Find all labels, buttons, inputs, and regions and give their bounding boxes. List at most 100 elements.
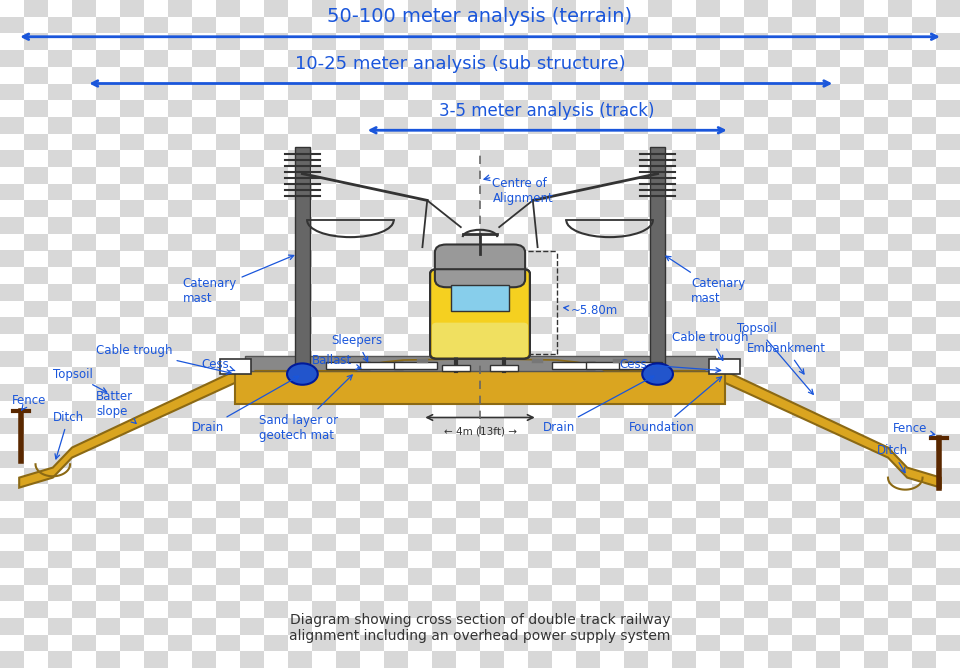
Bar bbox=[576, 117, 600, 134]
Bar bbox=[216, 635, 240, 651]
Bar bbox=[288, 551, 312, 568]
Bar bbox=[528, 418, 552, 434]
Bar bbox=[936, 468, 960, 484]
Bar bbox=[696, 468, 720, 484]
Bar bbox=[912, 117, 936, 134]
Bar bbox=[504, 367, 528, 384]
Bar bbox=[864, 618, 888, 635]
Bar bbox=[24, 33, 48, 50]
Bar bbox=[288, 418, 312, 434]
Bar bbox=[0, 250, 24, 267]
Bar bbox=[576, 518, 600, 534]
Bar bbox=[48, 150, 72, 167]
Bar bbox=[240, 584, 264, 601]
Bar bbox=[792, 67, 816, 84]
Bar bbox=[480, 184, 504, 200]
Bar bbox=[624, 117, 648, 134]
Bar bbox=[888, 234, 912, 250]
Bar bbox=[96, 17, 120, 33]
Bar bbox=[144, 17, 168, 33]
Bar bbox=[768, 84, 792, 100]
Bar bbox=[840, 601, 864, 618]
Bar bbox=[792, 534, 816, 551]
Bar bbox=[696, 501, 720, 518]
Bar bbox=[456, 635, 480, 651]
Bar bbox=[792, 100, 816, 117]
Bar bbox=[456, 367, 480, 384]
Bar bbox=[240, 351, 264, 367]
Bar bbox=[768, 651, 792, 668]
Bar bbox=[120, 267, 144, 284]
Bar bbox=[709, 359, 740, 374]
Bar bbox=[144, 584, 168, 601]
Bar bbox=[384, 250, 408, 267]
Bar bbox=[360, 568, 384, 584]
Bar bbox=[384, 150, 408, 167]
Text: Foundation: Foundation bbox=[629, 377, 722, 434]
Bar bbox=[384, 618, 408, 635]
Bar bbox=[936, 601, 960, 618]
Bar bbox=[0, 284, 24, 301]
Bar bbox=[792, 167, 816, 184]
Bar bbox=[936, 167, 960, 184]
Bar bbox=[192, 250, 216, 267]
Bar bbox=[912, 317, 936, 334]
Bar bbox=[648, 33, 672, 50]
Bar bbox=[600, 167, 624, 184]
Bar bbox=[240, 17, 264, 33]
Bar bbox=[240, 117, 264, 134]
Bar bbox=[768, 418, 792, 434]
Bar bbox=[48, 184, 72, 200]
Bar bbox=[288, 117, 312, 134]
Bar bbox=[840, 134, 864, 150]
Bar bbox=[696, 33, 720, 50]
Bar bbox=[672, 418, 696, 434]
Bar bbox=[48, 484, 72, 501]
Bar bbox=[336, 518, 360, 534]
Bar bbox=[24, 200, 48, 217]
Bar bbox=[216, 134, 240, 150]
Bar bbox=[744, 501, 768, 518]
Bar bbox=[0, 451, 24, 468]
Bar bbox=[648, 434, 672, 451]
Bar bbox=[408, 100, 432, 117]
Bar bbox=[864, 584, 888, 601]
Bar bbox=[72, 167, 96, 184]
Bar bbox=[384, 217, 408, 234]
Bar bbox=[912, 518, 936, 534]
Bar bbox=[24, 167, 48, 184]
Bar bbox=[360, 0, 384, 17]
Bar bbox=[720, 618, 744, 635]
Bar bbox=[360, 234, 384, 250]
Bar bbox=[432, 418, 456, 434]
Bar bbox=[552, 367, 576, 384]
Bar bbox=[408, 267, 432, 284]
Bar bbox=[216, 367, 240, 384]
Bar bbox=[312, 501, 336, 518]
Bar bbox=[456, 134, 480, 150]
Text: ← 4m (13ft) →: ← 4m (13ft) → bbox=[444, 427, 516, 437]
Bar bbox=[384, 418, 408, 434]
Bar bbox=[816, 250, 840, 267]
Bar bbox=[48, 351, 72, 367]
Bar bbox=[432, 217, 456, 234]
Bar bbox=[72, 568, 96, 584]
Bar bbox=[912, 351, 936, 367]
Bar bbox=[312, 0, 336, 17]
Bar bbox=[0, 484, 24, 501]
Bar bbox=[792, 601, 816, 618]
Bar bbox=[504, 0, 528, 17]
Bar bbox=[288, 484, 312, 501]
Bar bbox=[456, 334, 480, 351]
Bar bbox=[744, 0, 768, 17]
Bar bbox=[240, 451, 264, 468]
Bar bbox=[624, 217, 648, 234]
Bar bbox=[264, 167, 288, 184]
Bar bbox=[408, 401, 432, 418]
Bar bbox=[312, 401, 336, 418]
Bar bbox=[432, 451, 456, 468]
Bar bbox=[600, 334, 624, 351]
Bar bbox=[864, 384, 888, 401]
Bar bbox=[0, 117, 24, 134]
Bar bbox=[624, 17, 648, 33]
